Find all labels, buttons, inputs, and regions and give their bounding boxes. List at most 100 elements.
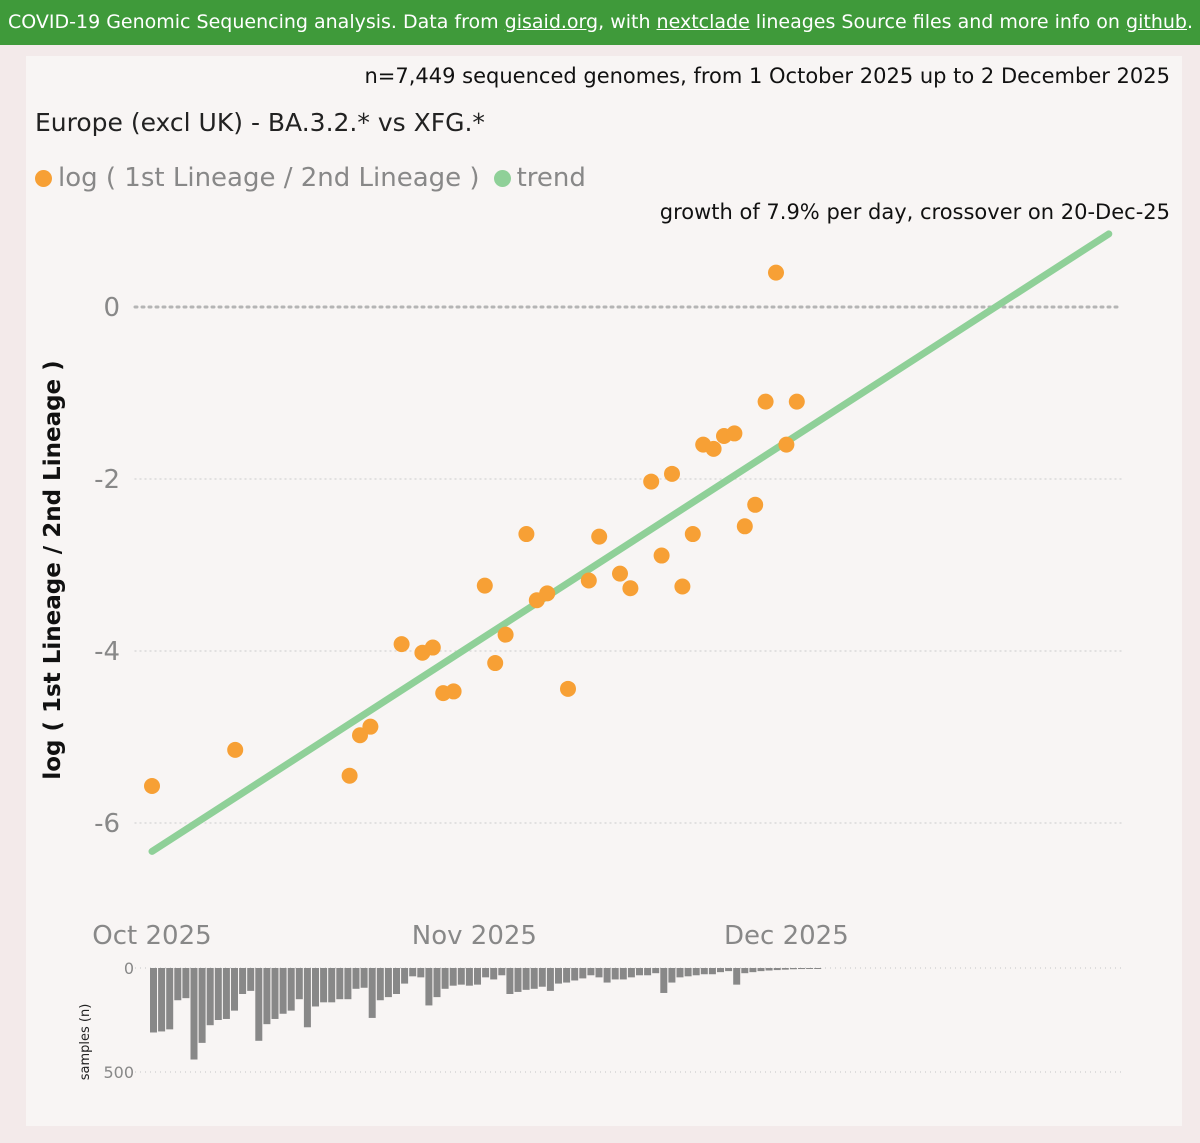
data-point[interactable]	[591, 528, 608, 545]
sample-bar[interactable]	[214, 968, 222, 1020]
data-point[interactable]	[580, 572, 597, 589]
sample-bar[interactable]	[198, 968, 206, 1043]
sample-bar[interactable]	[781, 968, 789, 970]
data-point[interactable]	[393, 636, 410, 653]
sample-bar[interactable]	[692, 968, 700, 976]
sample-bar[interactable]	[174, 968, 182, 1001]
nextclade-link[interactable]: nextclade	[656, 11, 750, 33]
data-point[interactable]	[424, 639, 441, 656]
sample-bar[interactable]	[312, 968, 319, 1007]
sample-bar[interactable]	[231, 968, 238, 1011]
data-point[interactable]	[643, 473, 660, 490]
data-point[interactable]	[144, 778, 160, 795]
sample-bar[interactable]	[352, 968, 360, 989]
sample-bar[interactable]	[417, 968, 425, 978]
data-point[interactable]	[362, 718, 379, 735]
sample-bar[interactable]	[465, 968, 473, 986]
sample-bar[interactable]	[571, 968, 579, 981]
sample-bar[interactable]	[522, 968, 530, 990]
data-point[interactable]	[736, 518, 753, 535]
sample-bar[interactable]	[498, 968, 506, 976]
data-point[interactable]	[778, 436, 795, 453]
sample-bar[interactable]	[287, 968, 295, 1011]
sample-bar[interactable]	[279, 968, 287, 1014]
sample-bar[interactable]	[393, 968, 400, 994]
sample-bar[interactable]	[733, 968, 741, 985]
data-point[interactable]	[476, 577, 493, 594]
sample-bar[interactable]	[206, 968, 214, 1026]
sample-bar[interactable]	[514, 968, 522, 992]
sample-bar[interactable]	[222, 968, 230, 1019]
sample-bar[interactable]	[295, 968, 303, 1000]
data-point[interactable]	[726, 425, 743, 442]
legend-item-ratio[interactable]: log ( 1st Lineage / 2nd Lineage )	[35, 163, 480, 193]
sample-bar[interactable]	[368, 968, 376, 1018]
sample-bar[interactable]	[798, 968, 805, 970]
data-point[interactable]	[664, 465, 680, 482]
sample-bar[interactable]	[725, 968, 733, 972]
sample-bar[interactable]	[336, 968, 344, 1000]
data-point[interactable]	[341, 767, 358, 784]
data-point[interactable]	[747, 496, 764, 513]
sample-bar[interactable]	[247, 968, 255, 991]
sample-bar[interactable]	[506, 968, 514, 994]
sample-bar[interactable]	[555, 968, 562, 984]
sample-bar[interactable]	[765, 968, 773, 971]
sample-bar[interactable]	[239, 968, 247, 994]
sample-bar[interactable]	[158, 968, 166, 1032]
data-point[interactable]	[487, 655, 504, 672]
sample-bar[interactable]	[530, 968, 538, 989]
data-point[interactable]	[227, 741, 244, 758]
data-point[interactable]	[560, 680, 576, 697]
sample-bar[interactable]	[482, 968, 490, 978]
sample-bar[interactable]	[603, 968, 611, 983]
sample-bar[interactable]	[360, 968, 368, 988]
sample-bar[interactable]	[320, 968, 328, 1003]
data-point[interactable]	[539, 585, 556, 602]
sample-bar[interactable]	[344, 968, 352, 1000]
sample-bar[interactable]	[619, 968, 627, 980]
sample-bar[interactable]	[401, 968, 409, 984]
sample-bar[interactable]	[457, 968, 465, 985]
sample-bar[interactable]	[676, 968, 684, 978]
sample-bar[interactable]	[668, 968, 676, 983]
data-point[interactable]	[497, 626, 514, 643]
sample-bar[interactable]	[684, 968, 692, 977]
data-point[interactable]	[622, 580, 639, 597]
sample-bar[interactable]	[652, 968, 660, 974]
sample-bar[interactable]	[538, 968, 546, 987]
sample-bar[interactable]	[579, 968, 587, 979]
sample-bar[interactable]	[474, 968, 481, 985]
sample-bar[interactable]	[425, 968, 433, 1006]
sample-bar[interactable]	[409, 968, 417, 977]
sample-bar[interactable]	[433, 968, 441, 998]
sample-bar[interactable]	[789, 968, 797, 970]
sample-bar[interactable]	[757, 968, 765, 972]
sample-bar[interactable]	[814, 968, 822, 969]
data-point[interactable]	[705, 440, 722, 457]
data-point[interactable]	[768, 264, 784, 281]
sample-bar[interactable]	[660, 968, 668, 993]
data-point[interactable]	[445, 683, 462, 700]
data-point[interactable]	[653, 547, 670, 564]
sample-bar[interactable]	[182, 968, 190, 999]
sample-bar[interactable]	[717, 968, 724, 973]
data-point[interactable]	[674, 578, 691, 595]
gisaid-link[interactable]: gisaid.org	[504, 11, 599, 33]
data-point[interactable]	[684, 526, 701, 543]
sample-bar[interactable]	[263, 968, 271, 1025]
sample-bar[interactable]	[328, 968, 336, 1003]
sample-bar[interactable]	[595, 968, 603, 978]
sample-bar[interactable]	[627, 968, 635, 978]
sample-bar[interactable]	[749, 968, 757, 973]
sample-bar[interactable]	[166, 968, 174, 1030]
sample-bar[interactable]	[490, 968, 498, 980]
data-point[interactable]	[612, 565, 628, 582]
data-point[interactable]	[788, 393, 805, 410]
sample-bar[interactable]	[441, 968, 449, 989]
sample-bar[interactable]	[644, 968, 652, 976]
github-link[interactable]: github	[1126, 11, 1187, 33]
sample-bar[interactable]	[587, 968, 595, 976]
sample-bar[interactable]	[741, 968, 749, 974]
sample-bar[interactable]	[303, 968, 311, 1028]
